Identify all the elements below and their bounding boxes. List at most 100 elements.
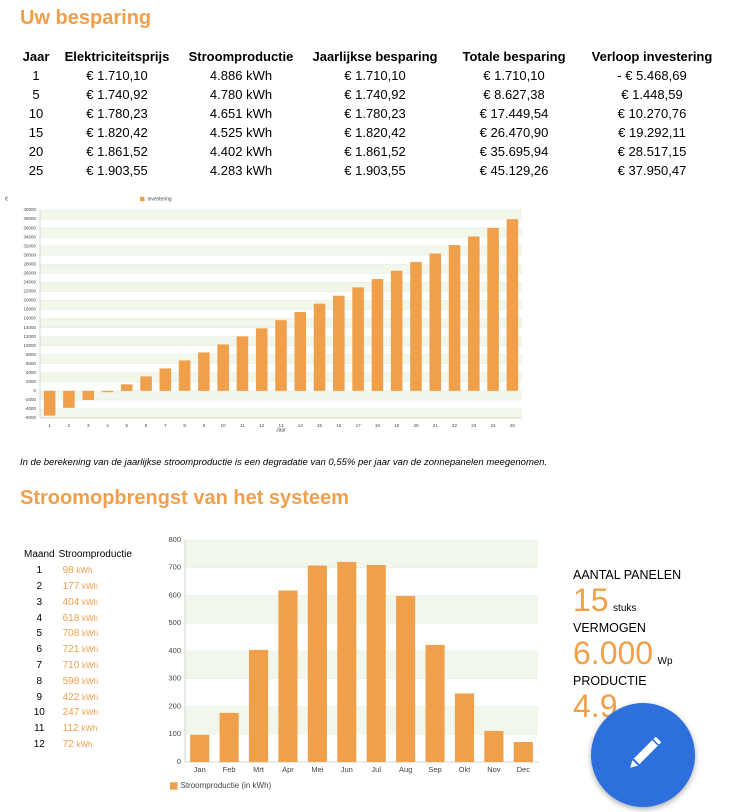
production-value: 710 — [62, 659, 80, 671]
production-cell: 598 kWh — [57, 673, 134, 689]
y-tick-label: 100 — [168, 729, 181, 738]
table-cell: € 1.710,10 — [86, 68, 148, 83]
y-tick-label: 500 — [168, 618, 181, 627]
x-tick-label: 14 — [298, 423, 304, 428]
table-cell: € 1.710,10 — [344, 68, 406, 83]
production-cell: 112 kWh — [57, 721, 134, 737]
table-row: 5 € 1.740,92 4.780 kWh € 1.740,92 € 8.627,38… — [20, 85, 726, 104]
bar — [484, 730, 504, 762]
table-cell: 4.283 kWh — [209, 163, 273, 178]
month-cell: 1 — [36, 565, 43, 577]
month-cell: 9 — [36, 691, 43, 703]
y-tick-label: 2000 — [26, 379, 37, 384]
x-tick-label: Jan — [194, 765, 206, 774]
bar — [120, 384, 133, 391]
grid-band — [40, 390, 522, 400]
production-unit: kWh — [82, 581, 99, 591]
grid-band — [40, 264, 522, 274]
section-title: Uw besparing — [20, 7, 152, 29]
table-cell: € 1.740,92 — [344, 87, 406, 102]
table-row: 1 € 1.710,10 4.886 kWh € 1.710,10 € 1.710,10… — [20, 66, 726, 85]
production-unit: kWh — [82, 692, 99, 702]
y-tick-label: 0 — [33, 388, 36, 393]
y-tick-label: 18000 — [23, 307, 36, 312]
y-tick-label: 4000 — [26, 370, 37, 375]
table-cell: € 45.129,26 — [479, 163, 549, 178]
bar — [454, 693, 475, 762]
table-row: 25 € 1.903,55 4.283 kWh € 1.903,55 € 45.129,… — [20, 161, 726, 180]
bar — [313, 303, 326, 391]
table-cell: € 8.627,38 — [483, 87, 545, 102]
y-tick-label: 10000 — [23, 343, 36, 348]
production-value: 618 — [62, 612, 80, 624]
table-row: 6 721 kWh — [22, 642, 134, 658]
yield-table: Maand Stroomproductie 1 98 kWh 2 177 kWh 3 404 … — [22, 547, 134, 752]
bar — [366, 564, 386, 762]
table-cell: 4.402 kWh — [209, 144, 273, 159]
x-tick-label: Apr — [282, 765, 294, 774]
y-tick-label: 32000 — [23, 243, 36, 248]
stat-label: AANTAL PANELEN — [573, 568, 682, 582]
x-tick-label: 24 — [491, 423, 497, 428]
month-cell: 10 — [33, 707, 45, 719]
table-cell: € 37.950,47 — [617, 163, 687, 178]
y-tick-label: 300 — [168, 674, 181, 683]
x-tick-label: 5 — [126, 423, 129, 428]
bar — [255, 328, 268, 391]
month-cell: 6 — [36, 644, 43, 656]
y-tick-label: 24000 — [23, 280, 36, 285]
bar — [390, 270, 403, 391]
column-header: Verloop investering — [591, 49, 713, 64]
edit-button[interactable] — [591, 703, 695, 807]
x-tick-label: Aug — [399, 765, 412, 774]
table-cell: € 1.780,23 — [344, 106, 406, 121]
production-unit: kWh — [82, 676, 99, 686]
bar — [429, 253, 442, 391]
table-row: 11 112 kWh — [22, 721, 134, 737]
table-row: 20 € 1.861,52 4.402 kWh € 1.861,52 € 35.695,… — [20, 142, 726, 161]
bar — [371, 279, 384, 391]
table-cell: 5 — [32, 87, 40, 102]
table-row: 10 247 kWh — [22, 705, 134, 721]
month-cell: 2 — [36, 580, 43, 592]
section-title: Stroomopbrengst van het systeem — [20, 487, 349, 509]
x-tick-label: Jul — [371, 765, 381, 774]
x-tick-label: 12 — [259, 423, 265, 428]
header-row: Maand Stroomproductie — [22, 547, 134, 563]
table-cell: € 10.270,76 — [617, 106, 687, 121]
legend-swatch — [140, 196, 145, 202]
y-tick-label: 700 — [168, 563, 181, 572]
bar — [140, 376, 152, 391]
bar — [487, 227, 499, 391]
column-header: Jaarlijkse besparing — [312, 49, 438, 64]
bar — [333, 295, 345, 391]
table-cell: € 17.449,54 — [479, 106, 549, 121]
x-tick-label: Mrt — [253, 765, 265, 774]
y-tick-label: 26000 — [23, 270, 36, 275]
production-unit: kWh — [82, 708, 99, 718]
table-row: 7 710 kWh — [22, 658, 134, 674]
bar — [278, 590, 298, 762]
table-row: 15 € 1.820,42 4.525 kWh € 1.820,42 € 26.470,… — [20, 123, 726, 142]
table-cell: 4.525 kWh — [209, 125, 273, 140]
x-tick-label: 9 — [203, 423, 206, 428]
x-tick-label: 20 — [413, 423, 419, 428]
table-row: 1 98 kWh — [22, 563, 134, 579]
x-tick-label: Mei — [311, 765, 323, 774]
y-tick-label: -2000 — [24, 397, 36, 402]
x-tick-label: 22 — [452, 423, 458, 428]
table-cell: € 1.820,42 — [344, 125, 406, 140]
production-cell: 72 kWh — [57, 737, 134, 753]
x-tick-label: 17 — [356, 423, 362, 428]
investment-chart: 4000038000360003400032000300002800026000… — [5, 196, 522, 433]
table-cell: € 1.780,23 — [86, 106, 148, 121]
x-tick-label: 16 — [336, 423, 342, 428]
production-value: 598 — [62, 675, 80, 687]
table-row: 10 € 1.780,23 4.651 kWh € 1.780,23 € 17.449,… — [20, 104, 726, 123]
x-tick-label: 15 — [317, 423, 323, 428]
production-cell: 708 kWh — [57, 626, 134, 642]
x-tick-label: 6 — [145, 423, 148, 428]
header-row: Jaar Elektriciteitsprijs Stroomproductie Ja… — [20, 47, 726, 66]
bar — [190, 734, 210, 762]
month-cell: 4 — [36, 612, 43, 624]
